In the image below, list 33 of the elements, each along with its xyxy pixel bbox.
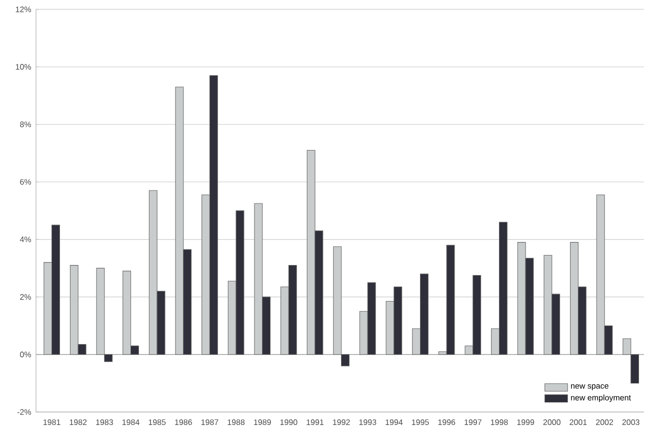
x-tick-label: 1990: [280, 419, 298, 425]
y-tick-label: 10%: [16, 64, 32, 70]
x-tick-label: 1992: [333, 419, 350, 425]
y-tick-label: 2%: [20, 294, 32, 300]
x-tick-label: 1988: [228, 419, 245, 425]
x-tick-label: 1986: [175, 419, 192, 425]
x-tick-label: 1999: [517, 419, 534, 425]
y-tick-label: 6%: [20, 178, 32, 185]
x-tick-label: 1998: [490, 419, 508, 425]
x-tick-label: 1997: [464, 419, 482, 425]
legend-label: new space: [571, 384, 608, 390]
y-tick-label: -2%: [17, 408, 32, 415]
x-tick-label: 1996: [438, 419, 456, 425]
x-tick-label: 1991: [306, 419, 324, 425]
x-tick-label: 2000: [543, 419, 560, 425]
x-tick-label: 2001: [570, 419, 587, 425]
x-tick-label: 1995: [412, 419, 429, 425]
x-tick-label: 1989: [254, 419, 271, 425]
x-tick-label: 1982: [70, 419, 87, 425]
x-tick-label: 2003: [622, 419, 640, 425]
x-tick-label: 2002: [596, 419, 614, 425]
y-tick-label: 12%: [16, 6, 32, 12]
legend-label: new employment: [571, 394, 631, 402]
y-tick-label: 0%: [20, 351, 32, 358]
x-tick-label: 1994: [386, 419, 403, 425]
x-tick-label: 1987: [201, 419, 218, 425]
x-tick-label: 1984: [122, 419, 140, 425]
x-tick-label: 1993: [359, 419, 376, 425]
x-tick-label: 1983: [96, 419, 113, 425]
x-tick-label: 1981: [44, 419, 60, 425]
y-tick-label: 4%: [20, 236, 32, 242]
x-tick-label: 1985: [148, 419, 166, 425]
y-tick-label: 8%: [20, 121, 32, 127]
